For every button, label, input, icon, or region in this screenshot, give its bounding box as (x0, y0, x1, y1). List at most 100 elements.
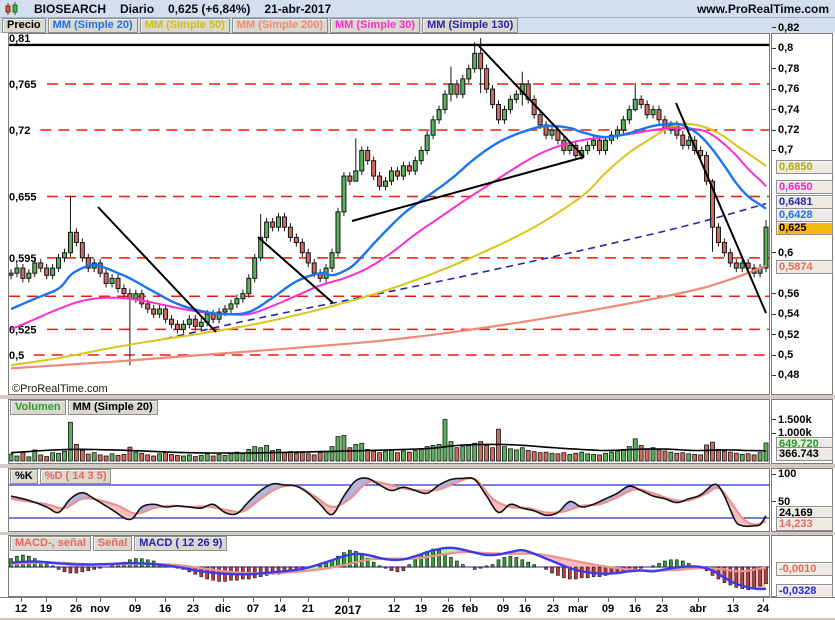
stoch-fill (297, 486, 339, 515)
panel-header: MACD-, señal Señal MACD ( 12 26 9) (10, 536, 229, 551)
ma-line-3 (10, 126, 767, 331)
legend-ma-4[interactable]: MM (Simple 130) (422, 18, 519, 33)
axis-badge: 0,625 (776, 221, 833, 236)
legend-ma-3[interactable]: MM (Simple 30) (329, 18, 421, 33)
x-axis-tick (100, 598, 101, 602)
x-axis-label: 16 (628, 603, 642, 615)
axis-badge: -0,0010 (776, 561, 833, 576)
legend-precio[interactable]: Precio (2, 18, 46, 33)
hline-label: 0,72 (9, 125, 30, 137)
copyright-watermark: ©ProRealTime.com (12, 383, 108, 394)
x-axis-tick (448, 598, 449, 602)
ma-line-0 (10, 264, 767, 370)
hline-label: 0,81 (9, 34, 30, 45)
axis-tick: 0,54 (772, 308, 799, 320)
axis-badge: 14,233 (776, 517, 833, 532)
axis-tick: 50 (772, 496, 790, 508)
axis-tick: 0,74 (772, 104, 799, 116)
axis-badge: 0,6428 (776, 207, 833, 222)
axis-tick: 1.000k (772, 427, 812, 439)
trendline (675, 102, 767, 314)
x-axis-label: 26 (441, 603, 455, 615)
trendline (351, 156, 585, 222)
app-logo-candles-icon (4, 1, 20, 16)
hline-label: 0,655 (9, 192, 37, 204)
x-axis-tick (21, 598, 22, 602)
price-legend-row: Precio MM (Simple 20) MM (Simple 50) MM (Si… (0, 18, 835, 33)
volume-bars-layer (9, 419, 769, 462)
stoch-fill (721, 489, 763, 527)
axis-tick: 0,72 (772, 124, 799, 136)
axis-volume[interactable]: 1.500k 1.000k 649.720 366.743 (771, 399, 833, 464)
x-axis-tick (165, 598, 166, 602)
candles-layer (9, 38, 769, 366)
axis-tick: 0,48 (772, 369, 799, 381)
axis-tick: 0,7 (772, 144, 793, 156)
hline-label: 0,525 (9, 324, 37, 336)
panel-separator (0, 464, 835, 468)
x-axis-label: dic (215, 603, 231, 615)
header-badge[interactable]: MM (Simple 20) (67, 400, 158, 415)
trendline (97, 206, 217, 333)
legend-ma-0[interactable]: MM (Simple 20) (47, 18, 138, 33)
ma-line-1 (165, 202, 767, 340)
macd-fill (407, 547, 475, 559)
x-axis-label: 23 (655, 603, 669, 615)
x-axis-tick (135, 598, 136, 602)
x-axis-tick (223, 598, 224, 602)
panel-separator (0, 395, 835, 399)
x-axis-label: 24 (756, 603, 770, 615)
trendline (478, 45, 585, 158)
header-badge[interactable]: %K (10, 469, 38, 484)
x-axis-tick (578, 598, 579, 602)
symbol-title: BIOSEARCH (34, 1, 107, 16)
legend-ma-1[interactable]: MM (Simple 50) (139, 18, 230, 33)
axis-tick: 0,8 (772, 42, 793, 54)
x-axis-tick (280, 598, 281, 602)
hline-label: 0,595 (9, 253, 37, 265)
x-axis-tick (253, 598, 254, 602)
x-axis-label: 14 (273, 603, 287, 615)
x-axis-tick (553, 598, 554, 602)
header-badge[interactable]: MACD-, señal (10, 536, 91, 551)
x-axis-strip[interactable]: 12 19 26 nov 09 16 23 dic 07 14 21 2017 12 19 26 feb 09 1… (0, 597, 835, 620)
x-axis-label: nov (90, 603, 110, 615)
title-bar: BIOSEARCH Diario 0,625 (+6,84%) 21-abr-2… (0, 0, 835, 18)
x-axis-label: 13 (726, 603, 740, 615)
plot-price: 0,81 0,765 0,72 0,655 0,595 0,525 0,5 ©ProRealT… (9, 34, 769, 394)
x-axis-tick (46, 598, 47, 602)
panel-stoch[interactable] (8, 468, 770, 532)
panel-price[interactable]: 0,81 0,765 0,72 0,655 0,595 0,525 0,5 ©ProRealT… (8, 33, 770, 395)
axis-tick: 0,76 (772, 83, 799, 95)
x-axis-label: 21 (301, 603, 315, 615)
x-axis-label: 2017 (334, 603, 362, 617)
panel-separator (0, 532, 835, 535)
legend-ma-2[interactable]: MM (Simple 200) (231, 18, 328, 33)
x-axis-label: abr (689, 603, 707, 615)
axis-tick: 0,5 (772, 349, 793, 361)
axis-macd[interactable]: -0,0010 -0,0328 (771, 535, 833, 598)
volume-ma-line (10, 443, 766, 454)
x-axis-tick (635, 598, 636, 602)
header-badge[interactable]: Señal (92, 536, 133, 551)
x-axis-label: 19 (414, 603, 428, 615)
axis-stoch[interactable]: 100 50 24,169 14,233 (771, 468, 833, 532)
axis-badge: -0,0328 (776, 583, 833, 598)
axis-price[interactable]: 0,82 0,8 0,78 0,76 0,74 0,72 0,7 0,6 0,56 0,54 0,5… (771, 22, 833, 395)
header-badge[interactable]: Volumen (10, 400, 66, 415)
x-axis-tick (763, 598, 764, 602)
plot-volume (9, 419, 769, 462)
header-badge[interactable]: MACD ( 12 26 9) (134, 536, 228, 551)
x-axis-tick (394, 598, 395, 602)
header-badge[interactable]: %D ( 14 3 5) (39, 469, 112, 484)
x-axis-label: 26 (69, 603, 83, 615)
ma-line-4 (10, 122, 767, 316)
x-axis-label: 23 (546, 603, 560, 615)
hline-label: 0,5 (9, 350, 24, 362)
panel-header: %K %D ( 14 3 5) (10, 469, 113, 484)
axis-badge: 0,6481 (776, 194, 833, 209)
panel-macd[interactable] (8, 535, 770, 597)
stoch-k-line (10, 476, 767, 528)
x-axis-label: 23 (186, 603, 200, 615)
